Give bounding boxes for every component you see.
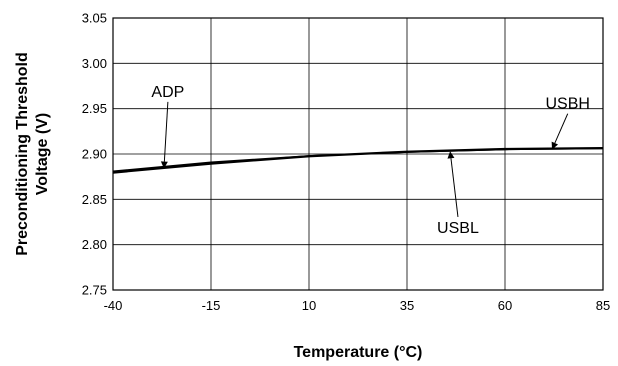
series-lines [112,147,604,174]
y-tick-label: 2.90 [82,147,107,162]
annotation-label-usbl: USBL [437,220,479,237]
y-axis-title-line2: Voltage (V) [34,113,51,195]
annotations: ADP USBL USBH [151,84,590,237]
series-line-usbh [112,147,604,172]
annotation-leader [163,101,169,162]
y-axis-title-line1: Preconditioning Threshold [14,52,31,256]
annotation-arrowhead [551,141,559,150]
y-tick-label: 2.85 [82,192,107,207]
x-tick-labels: -40 -15 10 35 60 85 [104,298,611,313]
plot-frame [112,17,604,291]
series-line-usbl [112,147,604,173]
x-axis-title: Temperature (°C) [294,344,423,361]
annotation-arrowhead [447,151,455,159]
x-tick-label: 35 [400,298,414,313]
y-tick-labels: 2.75 2.80 2.85 2.90 2.95 3.00 3.05 [82,11,107,298]
y-tick-label: 2.80 [82,237,107,252]
x-tick-label: 85 [596,298,610,313]
x-tick-label: 10 [302,298,316,313]
series-line-adp [112,147,604,174]
x-tick-label: -40 [104,298,123,313]
annotation-label-usbh: USBH [545,96,589,113]
annotation-arrowhead [160,161,168,169]
annotation-label-adp: ADP [151,84,184,101]
annotation-leader [450,158,459,217]
y-tick-label: 2.75 [82,283,107,298]
y-tick-label: 3.00 [82,56,107,71]
x-tick-label: 60 [498,298,512,313]
x-tick-label: -15 [202,298,221,313]
annotation-leader [554,113,569,144]
y-tick-label: 2.95 [82,101,107,116]
y-tick-label: 3.05 [82,11,107,26]
